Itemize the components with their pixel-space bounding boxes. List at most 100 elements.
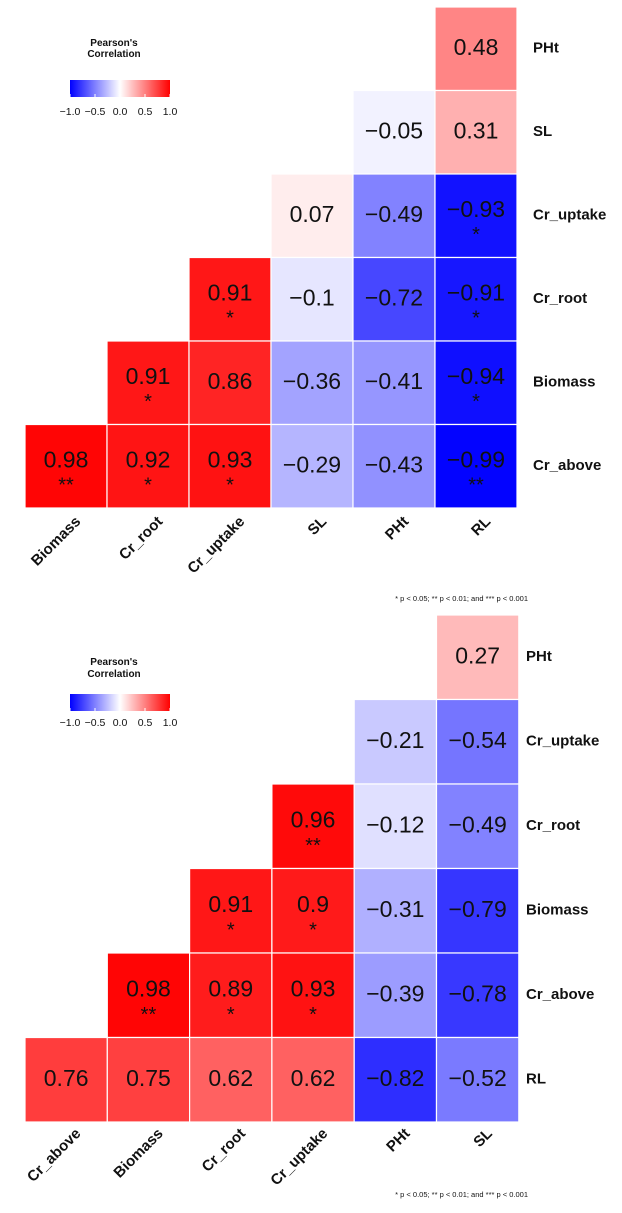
row-label: Biomass xyxy=(533,374,596,391)
cell-value-label: 0.91 xyxy=(208,279,253,305)
cell-value-label: −0.43 xyxy=(365,451,423,477)
cell-value-label: −0.05 xyxy=(365,117,423,143)
heatmap-cell xyxy=(352,89,436,175)
cell-value-label: 0.86 xyxy=(208,368,253,394)
legend-title: Correlation xyxy=(87,669,140,680)
heatmap-cell xyxy=(435,698,520,785)
column-label: Cr_root xyxy=(116,513,166,563)
legend-title: Pearson's xyxy=(90,38,138,49)
cell-value-label: −0.99 xyxy=(447,446,505,472)
column-label: SL xyxy=(305,513,331,539)
cell-value-label: 0.62 xyxy=(291,1065,336,1091)
heatmap-cell xyxy=(352,340,436,426)
cell-value-label: −0.79 xyxy=(449,896,507,922)
legend-tick-label: −1.0 xyxy=(60,717,81,729)
cell-value-label: −0.31 xyxy=(366,896,424,922)
significance-marker: * xyxy=(226,308,234,330)
cell-value-label: −0.41 xyxy=(365,368,423,394)
row-label: Biomass xyxy=(526,902,589,919)
cell-value-label: 0.98 xyxy=(126,975,171,1001)
heatmap-cell xyxy=(271,952,355,1039)
row-label: PHt xyxy=(526,648,552,665)
legend-tick-label: −1.0 xyxy=(60,106,81,118)
cell-value-label: 0.92 xyxy=(126,446,171,472)
cell-value-label: 0.9 xyxy=(297,891,329,917)
heatmap-cell xyxy=(106,952,191,1039)
row-label: Cr_root xyxy=(533,290,587,307)
heatmap-cell xyxy=(434,423,518,509)
cell-value-label: −0.93 xyxy=(447,196,505,222)
cell-value-label: 0.07 xyxy=(290,201,335,227)
heatmap-cell xyxy=(434,89,518,175)
cell-value-label: 0.62 xyxy=(208,1065,253,1091)
cell-value-label: 0.89 xyxy=(208,975,253,1001)
column-label: Cr_above xyxy=(24,1125,84,1185)
legend-title: Correlation xyxy=(87,49,140,60)
significance-marker: * xyxy=(144,475,152,497)
cell-value-label: 0.31 xyxy=(454,117,499,143)
legend-color-bar xyxy=(70,694,170,711)
heatmap-cell xyxy=(24,423,108,509)
cell-value-label: −0.54 xyxy=(449,727,507,753)
heatmap-cell xyxy=(353,1036,438,1123)
cell-value-label: 0.76 xyxy=(44,1065,89,1091)
legend-tick-label: 1.0 xyxy=(163,106,178,118)
heatmap-cell xyxy=(189,867,273,954)
significance-marker: * xyxy=(472,308,480,330)
significance-marker: ** xyxy=(468,475,484,497)
cell-value-label: −0.78 xyxy=(449,980,507,1006)
cell-value-label: −0.91 xyxy=(447,279,505,305)
heatmap-cell xyxy=(434,6,518,92)
legend-tick-label: −0.5 xyxy=(85,106,106,118)
column-label: PHt xyxy=(382,513,412,543)
cell-value-label: −0.21 xyxy=(366,727,424,753)
legend-tick-label: 0.0 xyxy=(113,717,128,729)
row-label: Cr_root xyxy=(526,817,580,834)
legend-tick-label: 0.0 xyxy=(113,106,128,118)
significance-marker: * xyxy=(227,1004,235,1026)
row-label: Cr_above xyxy=(526,986,594,1003)
legend-tick-label: 0.5 xyxy=(138,717,153,729)
heatmap-cell xyxy=(270,256,354,342)
heatmap-cell xyxy=(270,423,354,509)
cell-value-label: −0.94 xyxy=(447,363,505,389)
column-label: SL xyxy=(470,1125,496,1151)
significance-marker: * xyxy=(309,1004,317,1026)
heatmap-cell xyxy=(435,614,520,701)
heatmap-cell xyxy=(434,173,518,259)
column-label: Biomass xyxy=(110,1125,166,1181)
cell-value-label: −0.82 xyxy=(366,1065,424,1091)
significance-marker: ** xyxy=(141,1004,157,1026)
significance-marker: * xyxy=(472,391,480,413)
significance-marker: * xyxy=(227,919,235,941)
column-label: PHt xyxy=(383,1125,413,1155)
legend-tick-label: 0.5 xyxy=(138,106,153,118)
significance-marker: * xyxy=(144,391,152,413)
significance-marker: ** xyxy=(305,835,321,857)
row-label: Cr_uptake xyxy=(533,207,606,224)
column-label: Cr_uptake xyxy=(184,513,248,577)
row-label: Cr_uptake xyxy=(526,733,599,750)
row-label: SL xyxy=(533,123,552,140)
cell-value-label: 0.93 xyxy=(208,446,253,472)
heatmap-cell xyxy=(188,340,272,426)
legend-color-bar xyxy=(70,80,170,97)
legend-tick-label: −0.5 xyxy=(85,717,106,729)
significance-marker: ** xyxy=(58,475,74,497)
heatmap-cell xyxy=(271,1036,355,1123)
cell-value-label: 0.96 xyxy=(291,806,336,832)
cell-value-label: 0.27 xyxy=(455,642,500,668)
significance-footnote: * p < 0.05; ** p < 0.01; and *** p < 0.0… xyxy=(395,1190,528,1199)
heatmap-cell xyxy=(271,783,355,870)
heatmap-cell xyxy=(24,1036,108,1123)
significance-marker: * xyxy=(472,224,480,246)
cell-value-label: 0.75 xyxy=(126,1065,171,1091)
cell-value-label: −0.52 xyxy=(449,1065,507,1091)
cell-value-label: 0.93 xyxy=(291,975,336,1001)
significance-marker: * xyxy=(226,475,234,497)
heatmap-cell xyxy=(434,340,518,426)
cell-value-label: −0.49 xyxy=(449,811,507,837)
heatmap-cell xyxy=(353,867,438,954)
column-label: Biomass xyxy=(28,513,84,569)
